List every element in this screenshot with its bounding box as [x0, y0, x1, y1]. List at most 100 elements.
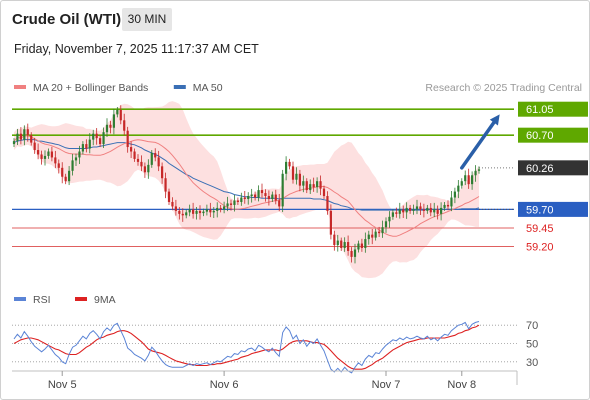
candle-body: [54, 157, 57, 164]
time-tick-label: Nov 8: [447, 379, 476, 391]
candle-body: [61, 167, 64, 177]
candle-body: [464, 175, 467, 182]
candle-body: [123, 120, 126, 131]
rsi-tick-label: 50: [526, 339, 538, 351]
candle-body: [409, 207, 412, 211]
watermark: Research © 2025 Trading Central: [425, 82, 582, 94]
forecast-arrow-layer: [460, 114, 500, 170]
candle-body: [267, 196, 270, 200]
candle-body: [157, 157, 160, 167]
candle-body: [12, 141, 16, 145]
candle-body: [57, 163, 60, 168]
candle-body: [250, 194, 253, 197]
candle-body: [453, 191, 456, 198]
candle-body: [229, 203, 233, 205]
candle-body: [391, 212, 394, 217]
bollinger-band-layer: [14, 101, 479, 279]
candle-body: [429, 207, 432, 213]
candle-body: [198, 210, 202, 214]
candle-body: [333, 234, 336, 246]
candle-body: [433, 209, 436, 213]
rsi-panel: RSI 9MA 70 50 30: [12, 294, 538, 374]
candle-body: [347, 242, 350, 251]
candle-body: [212, 210, 215, 213]
candle-body: [322, 188, 326, 197]
candle-body: [291, 166, 295, 180]
candle-body: [298, 173, 301, 186]
candle-body: [143, 166, 146, 173]
legend-label: MA 50: [193, 82, 223, 94]
candle-body: [219, 207, 222, 210]
candle-body: [133, 151, 136, 159]
candle-body: [257, 190, 260, 198]
candle-body: [136, 158, 140, 162]
candle-body: [312, 184, 315, 188]
candle-body: [226, 203, 229, 207]
time-tick-label: Nov 6: [210, 379, 239, 391]
candle-body: [47, 151, 50, 156]
rsi-legend-swatch: [75, 297, 87, 301]
candles-layer: [12, 105, 481, 264]
price-tag-label: 60.70: [526, 130, 554, 142]
candle-body: [154, 152, 157, 158]
candle-body: [319, 181, 322, 189]
price-tag-label: 59.70: [526, 204, 554, 216]
candle-body: [378, 231, 381, 234]
candle-body: [85, 144, 88, 149]
price-tag-bg: [518, 127, 588, 143]
candle-body: [192, 209, 195, 214]
main-legend: MA 20 + Bollinger Bands MA 50 Research © 2…: [14, 82, 582, 94]
candle-body: [99, 138, 102, 145]
candle-body: [443, 204, 446, 208]
legend-swatch: [14, 85, 26, 89]
ma50-line: [13, 139, 480, 211]
rsi-tick-label: 30: [526, 357, 538, 369]
candle-body: [405, 207, 408, 213]
candle-body: [40, 154, 43, 159]
candle-body: [281, 173, 284, 207]
price-level-labels: 61.05 60.70 60.26 59.70 59.45 59.20: [518, 101, 588, 254]
candle-body: [353, 249, 357, 257]
candle-body: [233, 200, 236, 205]
candle-body: [340, 240, 343, 248]
candle-body: [450, 197, 453, 207]
price-tag-label: 60.26: [526, 163, 554, 175]
candle-body: [112, 114, 115, 128]
rsi-legend-swatch: [14, 297, 26, 301]
candle-body: [140, 161, 143, 167]
candle-body: [188, 209, 191, 213]
candle-body: [343, 242, 346, 248]
candle-body: [367, 234, 370, 240]
time-tick-label: Nov 5: [48, 379, 77, 391]
forecast-arrowhead: [489, 114, 500, 126]
candle-body: [243, 197, 246, 200]
candle-body: [223, 206, 226, 210]
candle-body: [81, 144, 84, 152]
candle-body: [150, 152, 153, 165]
timeframe-button[interactable]: 30 MIN: [122, 8, 172, 31]
bollinger-band-area: [14, 101, 479, 279]
rsi-legend-label: 9MA: [94, 294, 116, 306]
candle-body: [174, 206, 177, 211]
candle-body: [446, 204, 450, 207]
candle-body: [105, 124, 109, 133]
candle-body: [350, 250, 353, 257]
candle-body: [336, 240, 339, 246]
candle-body: [181, 213, 184, 216]
candle-body: [254, 194, 257, 198]
candle-body: [374, 231, 377, 238]
candle-body: [326, 196, 329, 211]
candle-body: [102, 132, 105, 145]
candle-body: [33, 142, 36, 151]
candle-body: [364, 239, 367, 248]
candle-body: [278, 200, 281, 207]
candle-body: [171, 201, 174, 207]
candle-body: [474, 170, 477, 176]
moving-average-layer: [13, 135, 480, 237]
candle-body: [402, 209, 405, 213]
candle-body: [23, 129, 26, 140]
candle-body: [205, 209, 208, 212]
candle-body: [240, 197, 243, 202]
